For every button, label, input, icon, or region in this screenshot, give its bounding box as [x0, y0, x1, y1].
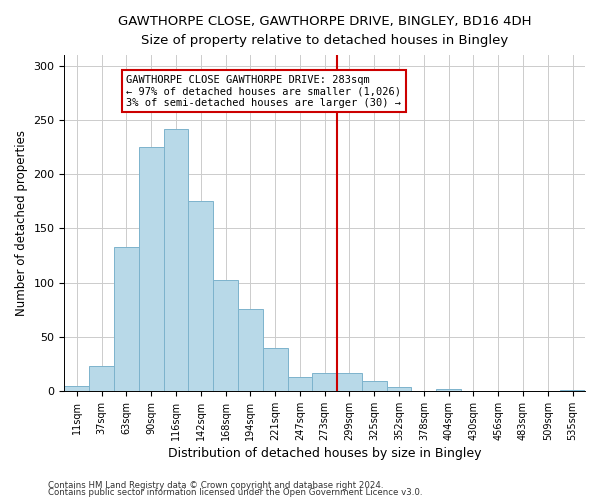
Bar	[188, 202, 213, 391]
X-axis label: Distribution of detached houses by size in Bingley: Distribution of detached houses by size …	[168, 447, 481, 460]
Bar	[337, 372, 362, 391]
Bar	[114, 247, 139, 391]
Bar	[238, 308, 263, 391]
Bar	[139, 147, 164, 391]
Title: GAWTHORPE CLOSE, GAWTHORPE DRIVE, BINGLEY, BD16 4DH
Size of property relative to: GAWTHORPE CLOSE, GAWTHORPE DRIVE, BINGLE…	[118, 15, 532, 47]
Text: Contains public sector information licensed under the Open Government Licence v3: Contains public sector information licen…	[48, 488, 422, 497]
Bar	[263, 348, 287, 391]
Bar	[313, 372, 337, 391]
Bar	[164, 129, 188, 391]
Bar	[287, 377, 313, 391]
Bar	[362, 381, 386, 391]
Text: GAWTHORPE CLOSE GAWTHORPE DRIVE: 283sqm
← 97% of detached houses are smaller (1,: GAWTHORPE CLOSE GAWTHORPE DRIVE: 283sqm …	[127, 74, 401, 108]
Bar	[436, 389, 461, 391]
Bar	[386, 386, 412, 391]
Bar	[213, 280, 238, 391]
Bar	[89, 366, 114, 391]
Bar	[560, 390, 585, 391]
Y-axis label: Number of detached properties: Number of detached properties	[15, 130, 28, 316]
Text: Contains HM Land Registry data © Crown copyright and database right 2024.: Contains HM Land Registry data © Crown c…	[48, 480, 383, 490]
Bar	[64, 386, 89, 391]
